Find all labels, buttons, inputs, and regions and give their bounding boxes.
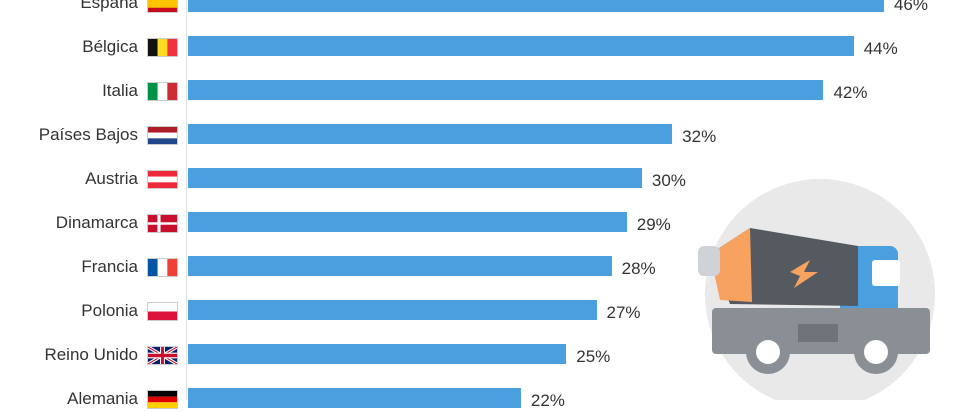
flag-uk-icon — [147, 346, 178, 365]
bar-row: Italia 42% — [0, 80, 960, 102]
flag-spain-icon — [147, 0, 178, 13]
bar — [188, 168, 642, 188]
category-label: Países Bajos — [38, 125, 138, 144]
category-label: España — [80, 0, 138, 12]
bar — [188, 0, 884, 12]
flag-poland-icon — [147, 302, 178, 321]
bar-row: Dinamarca 29% — [0, 212, 960, 234]
bar-row: Austria 30% — [0, 168, 960, 190]
axis-line — [186, 0, 187, 400]
value-label: 25% — [576, 347, 611, 366]
category-label: Italia — [102, 81, 138, 100]
category-label: Dinamarca — [55, 213, 138, 232]
value-label: 29% — [636, 215, 671, 234]
value-label: 22% — [530, 391, 565, 410]
bar-row: Países Bajos 32% — [0, 124, 960, 146]
flag-netherlands-icon — [147, 126, 178, 145]
category-label: Polonia — [81, 301, 138, 320]
bar — [188, 80, 824, 100]
flag-belgium-icon — [147, 38, 178, 57]
bar — [188, 124, 673, 144]
value-label: 42% — [833, 83, 868, 102]
bar — [188, 388, 521, 408]
category-label: Bélgica — [82, 37, 138, 56]
bar — [188, 256, 612, 276]
value-label: 44% — [863, 39, 898, 58]
bar — [188, 36, 854, 56]
flag-france-icon — [147, 258, 178, 277]
bar-row: Polonia 27% — [0, 300, 960, 322]
value-label: 27% — [606, 303, 641, 322]
bar — [188, 300, 597, 320]
value-label: 46% — [893, 0, 928, 14]
value-label: 32% — [682, 127, 717, 146]
category-label: Alemania — [67, 389, 138, 408]
category-label: Reino Unido — [44, 345, 138, 364]
bar — [188, 212, 627, 232]
category-label: Austria — [85, 169, 138, 188]
flag-denmark-icon — [147, 214, 178, 233]
flag-austria-icon — [147, 170, 178, 189]
bar-row: Francia 28% — [0, 256, 960, 278]
bar-row: Reino Unido 25% — [0, 344, 960, 366]
bar-row: Bélgica 44% — [0, 36, 960, 58]
cement-mixer-truck-icon — [690, 176, 950, 409]
value-label: 28% — [621, 259, 656, 278]
flag-italy-icon — [147, 82, 178, 101]
value-label: 30% — [651, 171, 686, 190]
bar-row: España 46% — [0, 0, 960, 14]
category-label: Francia — [81, 257, 138, 276]
bar — [188, 344, 567, 364]
